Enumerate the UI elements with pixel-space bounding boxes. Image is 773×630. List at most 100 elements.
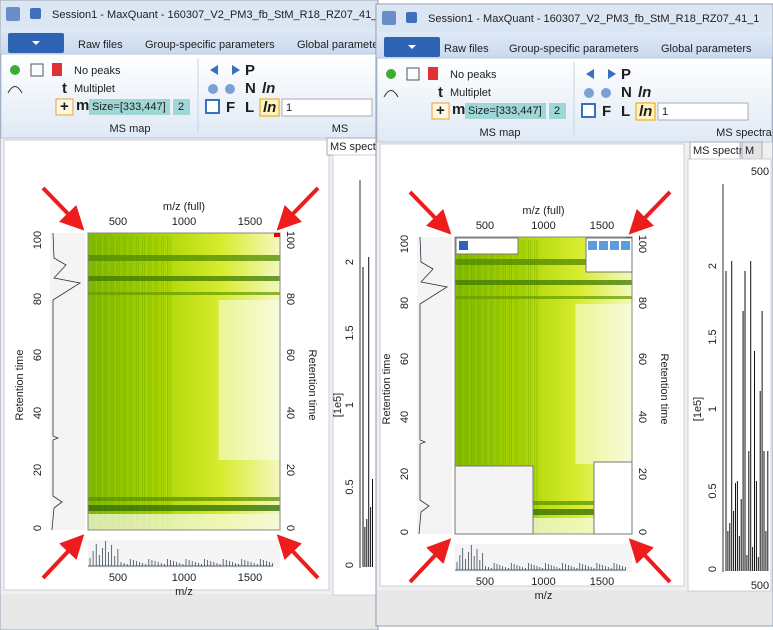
icon-f: F — [602, 103, 611, 120]
annotation-arrow — [628, 190, 672, 235]
top-tick-label: 500 — [109, 216, 127, 228]
y-tick-label: 20 — [399, 468, 411, 480]
zoom-icon — [601, 88, 611, 98]
bottom-tick-label: 1500 — [238, 572, 262, 584]
y-tick-label-right: 40 — [636, 411, 648, 423]
quick-icon — [30, 8, 41, 19]
annotation-arrow — [408, 190, 452, 235]
pdf-icon — [52, 63, 62, 76]
y-tick-label-right: 0 — [636, 529, 648, 535]
annotation-arrow — [41, 186, 85, 231]
icon-t: t — [62, 80, 67, 97]
input-box — [281, 98, 373, 117]
window: Session1 - MaxQuant - 160307_V2_PM3_fb_S… — [0, 0, 380, 630]
view-tab-label[interactable]: MS spectra — [693, 145, 750, 157]
add-icon — [386, 69, 396, 79]
title-bar — [377, 5, 772, 32]
ribbon-tab[interactable]: Raw files — [444, 43, 489, 55]
icon-ln: ln — [262, 80, 275, 97]
spectrum-y-tick: 2 — [707, 263, 719, 269]
window-title: Session1 - MaxQuant - 160307_V2_PM3_fb_S… — [52, 9, 378, 21]
group-label: MS map — [480, 127, 521, 139]
nav-right — [232, 65, 240, 75]
bottom-tick-label: 500 — [109, 572, 127, 584]
pdf-icon — [428, 67, 438, 80]
top-tick-label: 1000 — [531, 220, 555, 232]
icon-m: m — [452, 101, 465, 118]
group-label: MS — [332, 123, 349, 135]
y-tick-label: 0 — [32, 525, 44, 531]
plot-toolbox[interactable] — [593, 461, 633, 535]
size-box — [89, 99, 170, 115]
y-tick-label: 100 — [32, 231, 44, 249]
input-value[interactable]: 1 — [662, 106, 668, 118]
annotation-arrow — [628, 538, 672, 584]
heatmap-band — [455, 509, 632, 515]
zoom-icon — [584, 88, 594, 98]
plot-toolbox[interactable] — [455, 237, 519, 255]
marker — [274, 233, 280, 237]
y-tick-label: 100 — [399, 235, 411, 253]
top-axis-label: m/z (full) — [163, 201, 205, 213]
icon-l: L — [245, 99, 254, 116]
curve-icon — [7, 86, 23, 94]
view-tab-label[interactable]: MS spectr — [330, 141, 380, 153]
y-tick-label-right: 0 — [284, 525, 296, 531]
spectrum-y-tick: 1 — [707, 406, 719, 412]
chromatogram — [418, 236, 449, 535]
fit-icon — [581, 103, 596, 118]
size-value: 2 — [178, 101, 184, 113]
ln-box — [635, 102, 656, 121]
tool-icon — [621, 241, 630, 250]
top-tick-label: 500 — [476, 220, 494, 232]
ribbon-tab[interactable]: Group-specific parameters — [509, 43, 639, 55]
y-tick-label: 80 — [32, 293, 44, 305]
inset-blank — [454, 465, 534, 535]
spectrum-peaks — [725, 261, 769, 571]
icon-ln: ln — [639, 103, 652, 120]
y-axis-label-right: Retention time — [658, 354, 670, 425]
spectrum-panel — [687, 158, 772, 592]
spectrum-panel — [332, 154, 377, 596]
plus-box — [55, 98, 74, 116]
y-tick-label-right: 80 — [636, 297, 648, 309]
spectrum-x-tick-top: 500 — [751, 166, 769, 178]
multiplet-dropdown[interactable]: Multiplet — [74, 83, 115, 95]
y-tick-label-right: 60 — [284, 349, 296, 361]
input-value[interactable]: 1 — [286, 102, 292, 114]
top-tick-label: 1500 — [590, 220, 614, 232]
ribbon-tab[interactable]: Group-specific parameters — [145, 39, 275, 51]
multiplet-dropdown[interactable]: Multiplet — [450, 87, 491, 99]
bottom-spectrum — [88, 541, 274, 567]
icon-plus: + — [60, 98, 69, 115]
y-tick-label: 20 — [32, 464, 44, 476]
heatmap-band — [88, 514, 280, 530]
spectrum-y-label: [1e5] — [692, 397, 704, 421]
annotation-arrow — [276, 534, 320, 580]
ribbon-tab[interactable]: Raw files — [78, 39, 123, 51]
icon-p: P — [245, 62, 255, 79]
tool-icon — [610, 241, 619, 250]
spectrum-y-tick: 1.5 — [344, 325, 356, 340]
y-tick-label-right: 40 — [284, 407, 296, 419]
heatmap-band — [455, 501, 632, 505]
tool-icon — [588, 241, 597, 250]
view-tab-label[interactable]: M — [745, 145, 754, 157]
spectrum-y-tick: 1 — [344, 402, 356, 408]
nav-left — [210, 65, 218, 75]
spectrum-y-label: [1e5] — [332, 393, 344, 417]
heatmap-band — [88, 276, 280, 281]
peaks-dropdown[interactable]: No peaks — [450, 69, 497, 81]
icon-ln: ln — [263, 99, 276, 116]
peaks-dropdown[interactable]: No peaks — [74, 65, 121, 77]
icon-f: F — [226, 99, 235, 116]
bottom-tick-label: 1000 — [172, 572, 196, 584]
ribbon-tab[interactable]: Global parameters — [661, 43, 752, 55]
top-tick-label: 1000 — [172, 216, 196, 228]
ribbon-tab[interactable]: Global paramete — [297, 39, 378, 51]
input-box — [657, 102, 749, 121]
spectrum-y-tick: 0 — [707, 566, 719, 572]
y-tick-label-right: 80 — [284, 293, 296, 305]
title-bar — [1, 1, 377, 28]
